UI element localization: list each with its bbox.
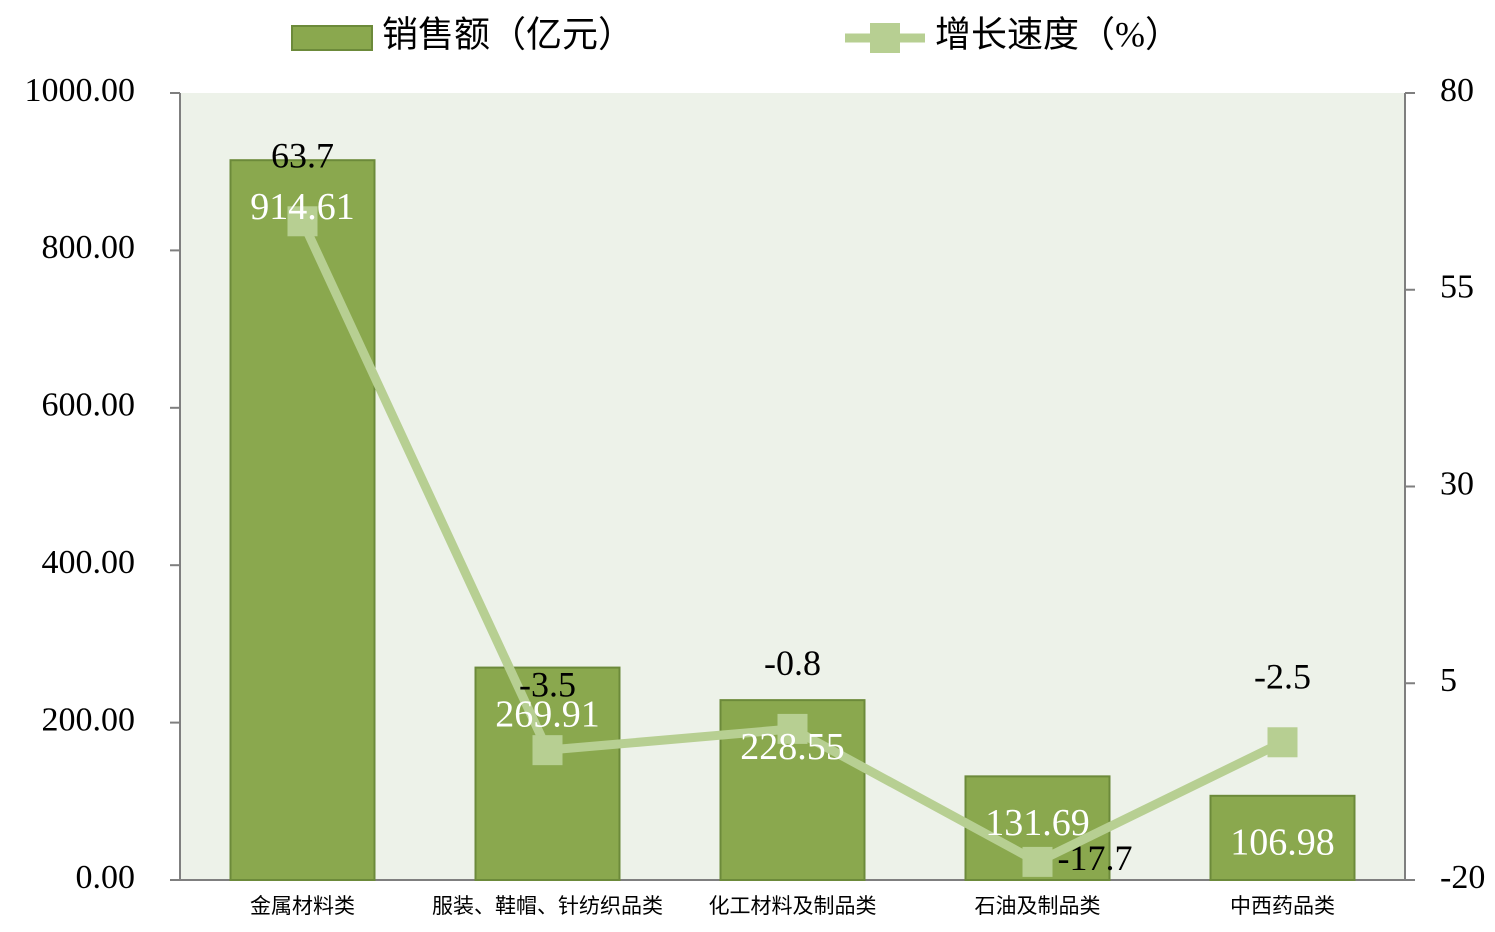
line-marker <box>777 713 808 744</box>
bar-value-label: 269.91 <box>495 693 600 735</box>
bar-value-label: 131.69 <box>985 802 1090 844</box>
line-value-label: -3.5 <box>519 664 576 704</box>
y-tick-label: 200.00 <box>42 701 136 738</box>
line-value-label: 63.7 <box>271 136 334 176</box>
y-tick-label: 400.00 <box>42 544 136 581</box>
y-tick-label: 1000.00 <box>25 72 136 109</box>
bar <box>474 666 621 881</box>
line-marker <box>1267 727 1298 758</box>
line-value-label: -17.7 <box>1058 838 1133 878</box>
bar-value-label: 228.55 <box>740 726 845 768</box>
x-tick-label: 石油及制品类 <box>975 894 1101 918</box>
y2-tick-label: 5 <box>1440 662 1457 699</box>
bar <box>229 159 376 882</box>
legend-marker <box>870 23 900 53</box>
legend-label: 增长速度（%） <box>935 14 1181 54</box>
x-tick-label: 金属材料类 <box>250 894 355 918</box>
y2-tick-label: -20 <box>1440 859 1485 896</box>
y-tick-label: 0.00 <box>76 859 136 896</box>
legend-label: 销售额（亿元） <box>382 14 634 54</box>
y2-tick-label: 30 <box>1440 465 1474 502</box>
line-marker <box>287 206 318 237</box>
bar-value-label: 914.61 <box>250 186 355 228</box>
x-tick-label: 服装、鞋帽、针纺织品类 <box>432 894 663 918</box>
y2-tick-label: 55 <box>1440 269 1474 306</box>
legend-swatch <box>291 25 373 51</box>
y2-tick-label: 80 <box>1440 72 1474 109</box>
line-marker <box>532 735 563 766</box>
y-tick-label: 800.00 <box>42 229 136 266</box>
bar-value-label: 106.98 <box>1230 822 1335 864</box>
bar <box>1209 794 1356 882</box>
line-marker <box>1022 846 1053 877</box>
x-tick-label: 中西药品类 <box>1230 894 1335 918</box>
line-value-label: -2.5 <box>1254 657 1311 697</box>
line-value-label: -0.8 <box>764 643 821 683</box>
y-tick-label: 600.00 <box>42 387 136 424</box>
x-tick-label: 化工材料及制品类 <box>709 894 877 918</box>
